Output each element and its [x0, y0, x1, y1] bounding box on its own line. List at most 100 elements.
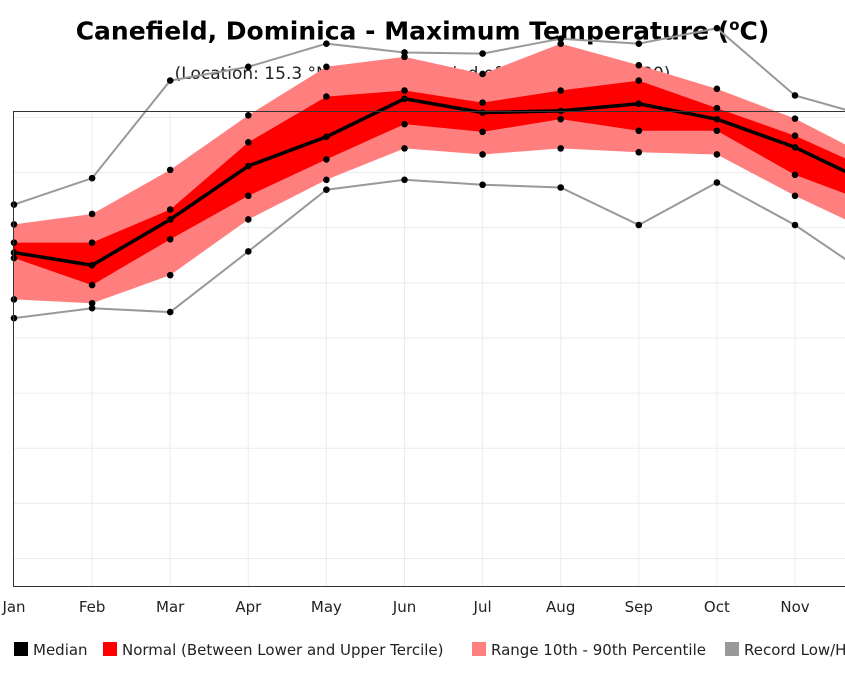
record-high-point — [166, 77, 174, 84]
record-low-point — [245, 248, 252, 255]
x-tick-label: Sep — [625, 598, 653, 616]
p90-point — [323, 63, 330, 71]
p10-point — [245, 216, 252, 223]
legend-swatch — [14, 642, 28, 656]
median-point — [557, 107, 564, 115]
x-tick-label: Apr — [235, 598, 262, 616]
x-tick-label: Nov — [780, 598, 809, 616]
upper-tercile-point — [88, 239, 96, 246]
legend-label: Median — [33, 641, 88, 659]
median-point — [635, 100, 643, 108]
tercile-normal-band — [14, 80, 845, 286]
x-tick-label: Mar — [156, 598, 185, 616]
lower-tercile-point — [479, 128, 486, 136]
upper-tercile-point — [323, 93, 330, 100]
p10-point — [713, 151, 721, 158]
lower-tercile-point — [401, 120, 408, 128]
lower-tercile-point — [166, 236, 174, 243]
record-low-point — [401, 176, 408, 184]
p10-point — [323, 176, 330, 184]
upper-tercile-point — [791, 132, 799, 139]
record-low-point — [88, 304, 96, 312]
lower-tercile-point — [635, 127, 643, 135]
x-tick-label: Jun — [392, 598, 416, 616]
upper-tercile-point — [166, 206, 174, 213]
upper-tercile-point — [479, 99, 486, 106]
p10-point — [401, 145, 408, 152]
x-tick-label: Oct — [704, 598, 730, 616]
x-tick-label: Jan — [1, 598, 25, 616]
chart-title: Canefield, Dominica - Maximum Temperatur… — [75, 16, 770, 46]
record-low-point — [479, 181, 486, 189]
p90-point — [166, 166, 174, 174]
x-axis-ticks: JanFebMarAprMayJunJulAugSepOctNovDec — [1, 598, 809, 616]
legend-label: Record Low/High — [744, 641, 845, 659]
lower-tercile-point — [245, 192, 252, 200]
x-tick-label: Feb — [79, 598, 106, 616]
p10-point — [166, 271, 174, 279]
upper-tercile-point — [713, 104, 721, 112]
grid-lines — [13, 112, 845, 586]
record-low-point — [635, 221, 643, 229]
lower-tercile-point — [557, 115, 564, 123]
legend-label: Range 10th - 90th Percentile — [491, 641, 706, 659]
plot-frame — [13, 111, 845, 587]
record-high-line — [13, 27, 845, 206]
lower-tercile-point — [88, 281, 96, 289]
p90-point — [479, 70, 486, 78]
median-point — [791, 143, 799, 151]
record-high-point — [88, 174, 96, 182]
record-high-point — [791, 92, 799, 99]
legend: Median Normal (Between Lower and Upper Te… — [14, 641, 845, 659]
record-high-point — [635, 40, 643, 47]
record-high-point — [557, 35, 564, 42]
bands — [14, 43, 845, 304]
median-point — [713, 115, 721, 123]
legend-swatch — [472, 642, 486, 656]
upper-tercile-point — [557, 87, 564, 94]
x-tick-label: Aug — [546, 598, 575, 616]
p10-point — [557, 145, 564, 152]
median-point — [323, 133, 330, 141]
record-low-point — [323, 186, 330, 194]
p90-point — [88, 210, 96, 218]
lower-tercile-point — [791, 171, 799, 179]
upper-tercile-point — [635, 77, 643, 84]
median-point — [166, 216, 174, 223]
median-point — [245, 162, 252, 170]
upper-tercile-point — [245, 139, 252, 146]
record-low-point — [166, 308, 174, 316]
median-line — [13, 97, 845, 267]
upper-tercile-point — [401, 87, 408, 94]
record-high-point — [323, 40, 330, 47]
series-lines — [13, 27, 845, 320]
p90-point — [557, 40, 564, 47]
p90-point — [713, 85, 721, 93]
p10-point — [791, 192, 799, 200]
p10-point — [88, 299, 96, 307]
record-low-point — [557, 184, 564, 191]
record-high-point — [713, 24, 721, 32]
record-low-line — [13, 178, 845, 320]
legend-swatch — [103, 642, 117, 656]
p90-point — [401, 53, 408, 61]
median-point — [479, 109, 486, 116]
record-low-point — [713, 179, 721, 186]
record-high-point — [479, 50, 486, 57]
x-tick-label: May — [311, 598, 342, 616]
p90-point — [791, 115, 799, 122]
median-point — [88, 261, 96, 269]
record-low-point — [791, 221, 799, 229]
percentile-range-band — [14, 43, 845, 304]
record-high-point — [245, 63, 252, 71]
x-tick-label: Jul — [473, 598, 492, 616]
legend-label: Normal (Between Lower and Upper Tercile) — [122, 641, 444, 659]
median-point — [401, 95, 408, 103]
p90-point — [245, 112, 252, 119]
legend-swatch — [725, 642, 739, 656]
lower-tercile-point — [713, 127, 721, 135]
lower-tercile-point — [323, 156, 330, 163]
p10-point — [479, 151, 486, 158]
p10-point — [635, 148, 643, 156]
